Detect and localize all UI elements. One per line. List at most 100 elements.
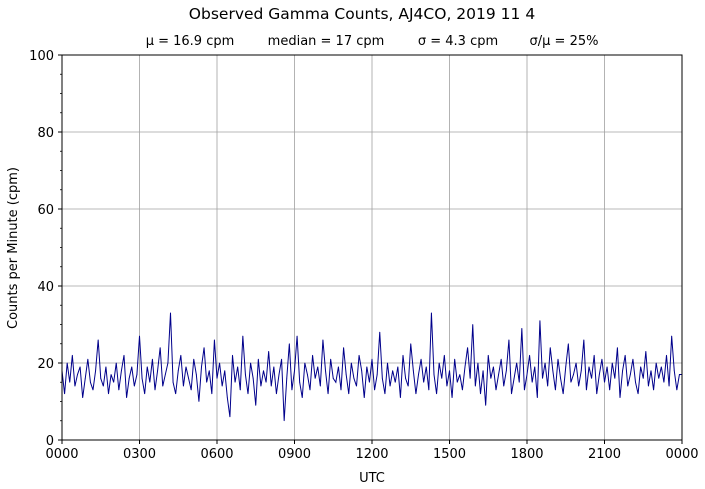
data-point [221,385,223,387]
x-tick-label: 0600 [200,447,233,462]
y-axis-label: Counts per Minute (cpm) [6,167,21,329]
data-point [265,381,267,383]
data-point [637,393,639,395]
data-point [126,397,127,399]
data-point [586,389,587,391]
data-point [389,385,391,387]
data-point [472,324,474,325]
data-point [474,385,476,387]
data-point [524,389,525,391]
data-point [82,397,84,399]
data-point [245,374,246,375]
data-point [353,378,355,379]
data-point [312,354,313,356]
data-point [322,339,324,341]
data-point [180,354,182,356]
data-point [278,374,280,375]
data-point [438,362,440,364]
data-point [190,389,192,391]
data-point [402,354,404,356]
y-tick-label: 100 [29,49,54,64]
data-point [415,393,417,395]
data-point [74,385,76,387]
data-point [317,366,319,368]
data-point [159,347,161,348]
data-point [301,397,303,399]
x-tick-label: 1200 [355,447,388,462]
data-point [467,347,468,348]
subtitle-sigma: σ = 4.3 cpm [418,34,498,49]
data-point [325,370,326,372]
data-point [436,393,437,395]
data-point [162,385,164,387]
data-point [167,362,169,364]
data-point [562,393,564,395]
data-point [131,366,133,368]
y-tick-label: 20 [37,357,54,372]
data-point [397,366,399,368]
data-point [121,370,122,372]
data-point [273,366,275,368]
data-point [583,339,585,341]
data-point [263,370,264,372]
data-point [139,335,140,337]
x-tick-label: 1500 [433,447,466,462]
data-point [185,366,187,368]
data-point [624,354,626,356]
data-point [663,381,665,383]
data-point [650,370,652,372]
data-point [493,366,494,368]
data-point [632,358,634,360]
data-point [387,362,388,364]
data-point [79,366,81,368]
data-point [247,393,249,395]
data-point [557,358,559,360]
data-point [356,385,357,387]
data-point [343,347,344,348]
data-point [433,374,435,375]
data-point [622,370,623,372]
data-point [487,354,489,356]
data-point [609,389,611,391]
data-point [239,389,241,391]
data-point [617,347,618,348]
data-point [575,362,577,364]
data-point [340,389,342,391]
data-point [588,366,590,368]
data-point [456,381,458,383]
x-axis-label: UTC [359,471,385,486]
data-point [443,354,445,356]
data-point [149,381,151,383]
data-point [172,381,174,383]
data-point [92,389,94,391]
data-point [477,362,479,364]
data-point [418,374,419,375]
data-point [544,362,546,364]
data-point [423,381,425,383]
data-point [428,389,430,391]
data-point [459,374,461,375]
data-point [260,385,262,387]
data-point [294,370,295,372]
data-point [673,370,675,372]
data-point [660,366,662,368]
data-point [363,397,365,399]
data-point [518,381,520,383]
data-point [573,374,574,375]
data-point [505,370,507,372]
data-point [335,381,337,383]
data-point [369,381,370,383]
data-point [188,378,189,379]
data-point [462,389,463,391]
data-point [490,378,492,379]
data-point [118,389,120,391]
data-point [498,374,499,375]
data-point [539,320,541,322]
data-point [286,378,288,379]
x-tick-label: 2100 [588,447,621,462]
x-tick-label: 0900 [278,447,311,462]
data-point [170,312,171,314]
data-point [66,362,68,364]
data-point [513,378,515,379]
data-point [296,335,298,337]
